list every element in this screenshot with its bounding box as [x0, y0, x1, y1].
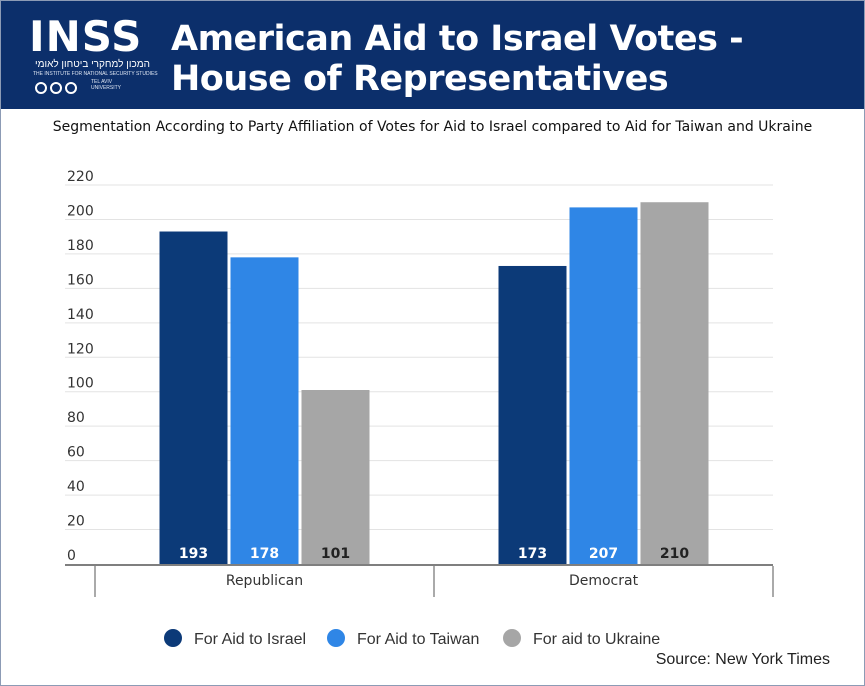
legend-label: For Aid to Israel [194, 631, 306, 648]
x-category-label: Democrat [569, 573, 639, 589]
legend-label: For Aid to Taiwan [357, 631, 479, 648]
bar-data-label: 173 [518, 546, 547, 562]
legend-label: For aid to Ukraine [533, 631, 660, 648]
inss-logo: INSS המכון למחקרי ביטחון לאומי THE INSTI… [29, 15, 159, 95]
y-tick-label: 140 [67, 307, 94, 323]
header-banner: INSS המכון למחקרי ביטחון לאומי THE INSTI… [1, 1, 864, 109]
page-title: American Aid to Israel Votes - House of … [171, 19, 744, 99]
y-tick-label: 60 [67, 445, 85, 461]
y-tick-label: 200 [67, 203, 94, 219]
y-tick-label: 160 [67, 272, 94, 288]
bar [230, 257, 299, 564]
bar [301, 390, 370, 564]
bar [159, 231, 228, 564]
y-tick-label: 180 [67, 238, 94, 254]
x-category-label: Republican [226, 573, 303, 589]
y-tick-label: 120 [67, 341, 94, 357]
logo-university-text: TEL AVIV UNIVERSITY [91, 79, 122, 91]
y-tick-label: 0 [67, 548, 76, 564]
y-tick-label: 220 [67, 169, 94, 185]
bar [640, 202, 709, 564]
chart-subtitle: Segmentation According to Party Affiliat… [52, 119, 813, 135]
legend-marker [164, 629, 182, 647]
bar-data-label: 210 [660, 546, 689, 562]
bar-data-label: 178 [250, 546, 279, 562]
legend-marker [327, 629, 345, 647]
bar-data-label: 101 [321, 546, 350, 562]
logo-wordmark: INSS [29, 12, 143, 61]
y-tick-label: 40 [67, 479, 85, 495]
bar-data-label: 193 [179, 546, 208, 562]
logo-hebrew-text: המכון למחקרי ביטחון לאומי [35, 59, 150, 70]
bar [498, 265, 567, 564]
bar [569, 207, 638, 565]
y-tick-label: 100 [67, 376, 94, 392]
logo-circles-icon [35, 81, 80, 99]
y-tick-label: 20 [67, 514, 85, 530]
bar-data-label: 207 [589, 546, 618, 562]
logo-english-text: THE INSTITUTE FOR NATIONAL SECURITY STUD… [33, 71, 158, 77]
y-tick-label: 80 [67, 410, 85, 426]
legend-marker [503, 629, 521, 647]
source-note: Source: New York Times [655, 651, 830, 668]
